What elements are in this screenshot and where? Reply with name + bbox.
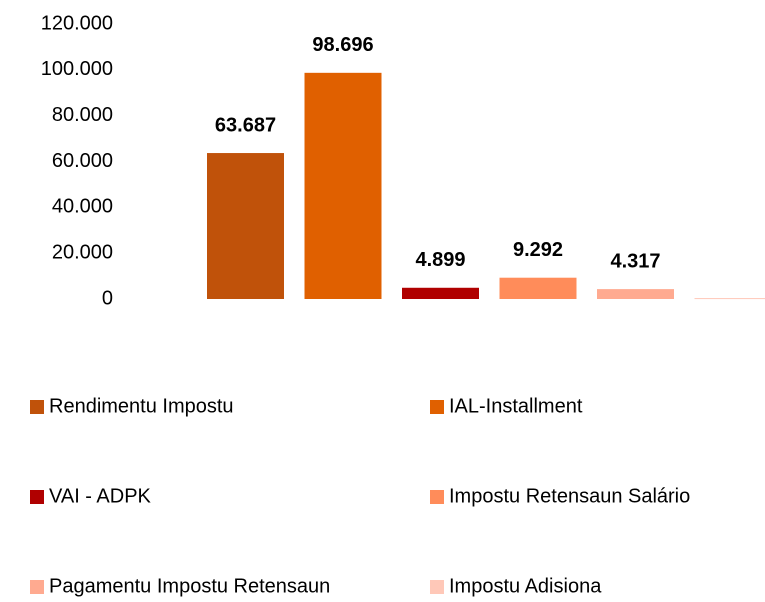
data-label: 9.292: [513, 239, 563, 261]
y-tick-label: 80.000: [52, 104, 113, 126]
y-tick-label: 20.000: [52, 241, 113, 263]
legend-label: Impostu Retensaun Salário: [449, 485, 690, 507]
legend-swatch: [430, 490, 444, 504]
y-tick-label: 0: [102, 287, 113, 309]
legend-swatch: [30, 490, 44, 504]
y-tick-label: 40.000: [52, 196, 113, 218]
bar: [499, 277, 577, 299]
y-tick-label: 100.000: [41, 58, 113, 80]
bar: [402, 287, 479, 299]
legend-label: IAL-Installment: [449, 395, 583, 417]
bar: [304, 72, 382, 300]
data-label: 98.696: [312, 34, 373, 56]
legend-label: VAI - ADPK: [49, 485, 152, 507]
legend-label: Impostu Adisiona: [449, 575, 602, 597]
legend-label: Rendimentu Impostu: [49, 395, 234, 417]
y-tick-label: 60.000: [52, 150, 113, 172]
legend-swatch: [30, 580, 44, 594]
data-label: 4.899: [415, 249, 465, 271]
legend-swatch: [30, 400, 44, 414]
y-tick-label: 120.000: [41, 12, 113, 34]
bar: [597, 289, 674, 299]
legend-swatch: [430, 580, 444, 594]
bar: [207, 153, 284, 299]
bar: [694, 298, 765, 300]
legend-label: Pagamentu Impostu Retensaun: [49, 575, 330, 597]
legend-swatch: [430, 400, 444, 414]
data-label: 63.687: [215, 114, 276, 136]
data-label: 4.317: [610, 250, 660, 272]
